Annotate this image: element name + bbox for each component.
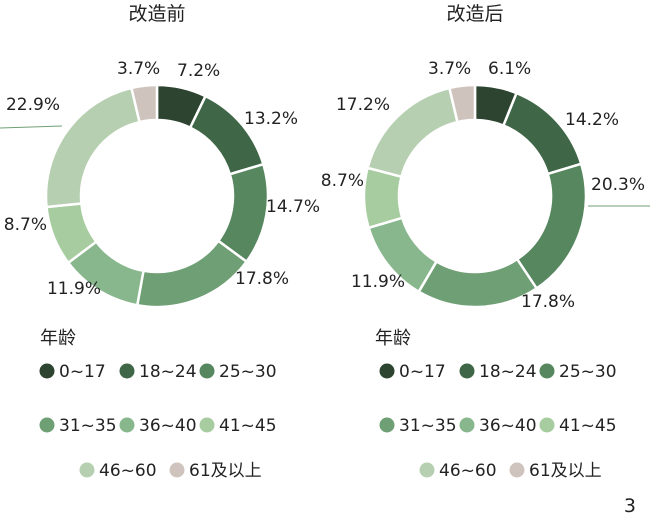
- data-label-31-35: 17.8%: [235, 269, 289, 289]
- legend-item-0-17: 0~17: [379, 362, 446, 382]
- legend-swatch: [169, 462, 185, 478]
- data-label-36-40: 11.9%: [47, 279, 101, 299]
- legend-item-41-45: 41~45: [199, 416, 277, 436]
- legend-swatch: [39, 363, 55, 379]
- donut-slice-18-24: [188, 94, 265, 176]
- legend-after: 年龄 0~17 18~24 25~30 31~35 36~40 41~45 46~60 61及…: [375, 328, 617, 481]
- page-number: 3: [624, 495, 636, 517]
- donut-slice-18-24: [501, 91, 583, 176]
- donut-slice-61-plus: [447, 83, 477, 124]
- data-label-0-17: 7.2%: [177, 61, 220, 81]
- label-leader-line: [0, 125, 63, 129]
- legend-label: 41~45: [219, 416, 277, 436]
- donut-slice-41-45: [362, 166, 404, 230]
- donut-slice-61-plus: [129, 83, 159, 124]
- donut-slice-31-35: [417, 257, 539, 309]
- data-label-18-24: 13.2%: [244, 109, 298, 129]
- data-label-0-17: 6.1%: [488, 59, 531, 79]
- legend-label: 61及以上: [529, 461, 602, 481]
- legend-swatch: [379, 363, 395, 379]
- legend-label: 18~24: [139, 362, 197, 382]
- data-label-46-60: 17.2%: [336, 95, 390, 115]
- donut-slice-25-30: [515, 162, 588, 291]
- data-label-25-30: 20.3%: [591, 175, 645, 195]
- data-label-41-45: 8.7%: [321, 171, 364, 191]
- data-label-31-35: 17.8%: [521, 292, 575, 312]
- donut-slice-46-60: [44, 86, 142, 209]
- legend-item-46-60: 46~60: [79, 461, 157, 481]
- data-label-25-30: 14.7%: [266, 197, 320, 217]
- legend-label: 31~35: [59, 416, 117, 436]
- legend-label: 61及以上: [189, 461, 262, 481]
- data-label-46-60: 22.9%: [6, 95, 60, 115]
- legend-label: 31~35: [399, 416, 457, 436]
- data-label-61-plus: 3.7%: [428, 59, 471, 79]
- legend-swatch: [39, 417, 55, 433]
- donut-slice-31-35: [135, 239, 249, 309]
- legend-label: 0~17: [399, 362, 446, 382]
- legend-item-41-45: 41~45: [539, 416, 617, 436]
- legend-item-25-30: 25~30: [199, 362, 277, 382]
- data-label-61-plus: 3.7%: [117, 59, 160, 79]
- legend-item-36-40: 36~40: [119, 416, 197, 436]
- legend-title-before: 年龄: [40, 328, 76, 349]
- legend-swatch: [119, 417, 135, 433]
- legend-label: 18~24: [479, 362, 537, 382]
- chart-title-before: 改造前: [128, 3, 185, 25]
- data-label-41-45: 8.7%: [4, 215, 47, 235]
- legend-before: 年龄 0~17 18~24 25~30 31~35 36~40 41~45 46~60 61及…: [39, 328, 277, 481]
- legend-item-18-24: 18~24: [119, 362, 197, 382]
- legend-label: 36~40: [139, 416, 197, 436]
- legend-item-36-40: 36~40: [459, 416, 537, 436]
- legend-swatch: [459, 363, 475, 379]
- legend-item-18-24: 18~24: [459, 362, 537, 382]
- legend-label: 46~60: [99, 461, 157, 481]
- legend-swatch: [199, 363, 215, 379]
- legend-item-31-35: 31~35: [39, 416, 117, 436]
- legend-swatch: [459, 417, 475, 433]
- legend-swatch: [379, 417, 395, 433]
- legend-swatch: [509, 462, 525, 478]
- legend-item-61-plus: 61及以上: [509, 461, 602, 481]
- donut-chart-after: 6.1% 14.2% 20.3% 17.8% 11.9% 8.7% 17.2% 3.7%: [321, 59, 650, 312]
- legend-swatch: [119, 363, 135, 379]
- legend-item-25-30: 25~30: [539, 362, 617, 382]
- donut-chart-before: 7.2% 13.2% 14.7% 17.8% 11.9% 8.7% 22.9% 3.7%: [0, 59, 320, 309]
- legend-label: 25~30: [559, 362, 617, 382]
- legend-item-31-35: 31~35: [379, 416, 457, 436]
- legend-item-0-17: 0~17: [39, 362, 106, 382]
- chart-title-after: 改造后: [446, 3, 503, 25]
- data-label-18-24: 14.2%: [565, 110, 619, 130]
- legend-swatch: [539, 417, 555, 433]
- legend-label: 46~60: [439, 461, 497, 481]
- legend-label: 36~40: [479, 416, 537, 436]
- legend-swatch: [199, 417, 215, 433]
- legend-title-after: 年龄: [375, 328, 411, 349]
- legend-label: 25~30: [219, 362, 277, 382]
- legend-swatch: [79, 462, 95, 478]
- data-label-36-40: 11.9%: [351, 272, 405, 292]
- legend-label: 41~45: [559, 416, 617, 436]
- legend-item-46-60: 46~60: [419, 461, 497, 481]
- legend-label: 0~17: [59, 362, 106, 382]
- legend-item-61-plus: 61及以上: [169, 461, 262, 481]
- legend-swatch: [419, 462, 435, 478]
- legend-swatch: [539, 363, 555, 379]
